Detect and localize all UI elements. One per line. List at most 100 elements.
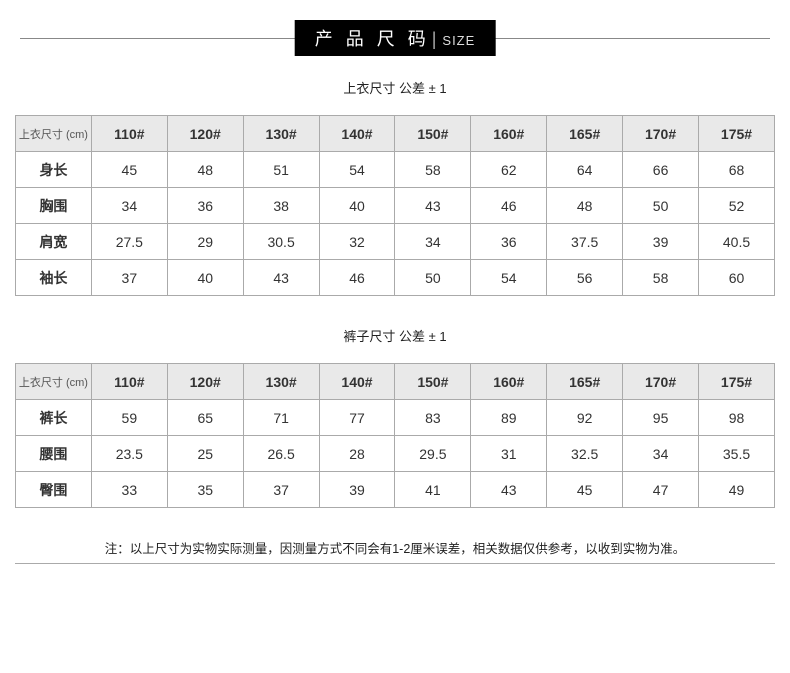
table-row: 裤长 59 65 71 77 83 89 92 95 98: [16, 400, 775, 436]
footnote: 注：以上尺寸为实物实际测量，因测量方式不同会有1-2厘米误差，相关数据仅供参考，…: [0, 538, 790, 557]
cell: 64: [547, 152, 623, 188]
cell: 34: [623, 436, 699, 472]
cell: 95: [623, 400, 699, 436]
cell: 35: [167, 472, 243, 508]
cell: 65: [167, 400, 243, 436]
cell: 36: [167, 188, 243, 224]
cell: 29.5: [395, 436, 471, 472]
cell: 59: [91, 400, 167, 436]
cell: 62: [471, 152, 547, 188]
cell: 32: [319, 224, 395, 260]
corner-header: 上衣尺寸 (cm): [16, 116, 92, 152]
cell: 41: [395, 472, 471, 508]
col-header: 120#: [167, 364, 243, 400]
cell: 40.5: [699, 224, 775, 260]
cell: 37: [243, 472, 319, 508]
cell: 30.5: [243, 224, 319, 260]
cell: 29: [167, 224, 243, 260]
cell: 60: [699, 260, 775, 296]
cell: 43: [471, 472, 547, 508]
col-header: 120#: [167, 116, 243, 152]
cell: 36: [471, 224, 547, 260]
title-separator: |: [432, 29, 437, 49]
table-caption-bottom: 裤子尺寸 公差 ± 1: [0, 326, 790, 345]
cell: 40: [319, 188, 395, 224]
cell: 34: [91, 188, 167, 224]
col-header: 140#: [319, 116, 395, 152]
cell: 46: [319, 260, 395, 296]
table-row: 袖长 37 40 43 46 50 54 56 58 60: [16, 260, 775, 296]
cell: 45: [547, 472, 623, 508]
col-header: 150#: [395, 116, 471, 152]
cell: 35.5: [699, 436, 775, 472]
row-label: 身长: [16, 152, 92, 188]
table-caption-top: 上衣尺寸 公差 ± 1: [0, 78, 790, 97]
col-header: 130#: [243, 364, 319, 400]
table-row: 肩宽 27.5 29 30.5 32 34 36 37.5 39 40.5: [16, 224, 775, 260]
row-label: 袖长: [16, 260, 92, 296]
cell: 89: [471, 400, 547, 436]
title-en: SIZE: [442, 33, 475, 48]
cell: 45: [91, 152, 167, 188]
col-header: 140#: [319, 364, 395, 400]
cell: 83: [395, 400, 471, 436]
cell: 43: [243, 260, 319, 296]
cell: 68: [699, 152, 775, 188]
cell: 77: [319, 400, 395, 436]
cell: 51: [243, 152, 319, 188]
cell: 58: [395, 152, 471, 188]
cell: 50: [623, 188, 699, 224]
cell: 58: [623, 260, 699, 296]
cell: 66: [623, 152, 699, 188]
cell: 28: [319, 436, 395, 472]
table-row: 身长 45 48 51 54 58 62 64 66 68: [16, 152, 775, 188]
cell: 23.5: [91, 436, 167, 472]
cell: 39: [623, 224, 699, 260]
cell: 25: [167, 436, 243, 472]
col-header: 110#: [91, 116, 167, 152]
size-table-pants: 上衣尺寸 (cm) 110# 120# 130# 140# 150# 160# …: [15, 363, 775, 508]
cell: 92: [547, 400, 623, 436]
col-header: 175#: [699, 364, 775, 400]
cell: 33: [91, 472, 167, 508]
col-header: 160#: [471, 116, 547, 152]
col-header: 165#: [547, 116, 623, 152]
size-table-top: 上衣尺寸 (cm) 110# 120# 130# 140# 150# 160# …: [15, 115, 775, 296]
cell: 40: [167, 260, 243, 296]
cell: 71: [243, 400, 319, 436]
cell: 27.5: [91, 224, 167, 260]
cell: 37.5: [547, 224, 623, 260]
cell: 54: [471, 260, 547, 296]
cell: 38: [243, 188, 319, 224]
row-label: 裤长: [16, 400, 92, 436]
row-label: 腰围: [16, 436, 92, 472]
row-label: 肩宽: [16, 224, 92, 260]
cell: 26.5: [243, 436, 319, 472]
cell: 46: [471, 188, 547, 224]
cell: 32.5: [547, 436, 623, 472]
cell: 37: [91, 260, 167, 296]
col-header: 150#: [395, 364, 471, 400]
cell: 50: [395, 260, 471, 296]
cell: 39: [319, 472, 395, 508]
cell: 98: [699, 400, 775, 436]
cell: 49: [699, 472, 775, 508]
cell: 34: [395, 224, 471, 260]
row-label: 臀围: [16, 472, 92, 508]
cell: 31: [471, 436, 547, 472]
bottom-divider: [15, 563, 775, 564]
table-row: 胸围 34 36 38 40 43 46 48 50 52: [16, 188, 775, 224]
row-label: 胸围: [16, 188, 92, 224]
table-row: 腰围 23.5 25 26.5 28 29.5 31 32.5 34 35.5: [16, 436, 775, 472]
col-header: 170#: [623, 364, 699, 400]
cell: 54: [319, 152, 395, 188]
cell: 48: [167, 152, 243, 188]
col-header: 165#: [547, 364, 623, 400]
col-header: 160#: [471, 364, 547, 400]
corner-header: 上衣尺寸 (cm): [16, 364, 92, 400]
title-bar: 产 品 尺 码| SIZE: [0, 20, 790, 56]
title-box: 产 品 尺 码| SIZE: [295, 20, 496, 56]
title-cn: 产 品 尺 码: [315, 29, 430, 49]
col-header: 130#: [243, 116, 319, 152]
cell: 48: [547, 188, 623, 224]
